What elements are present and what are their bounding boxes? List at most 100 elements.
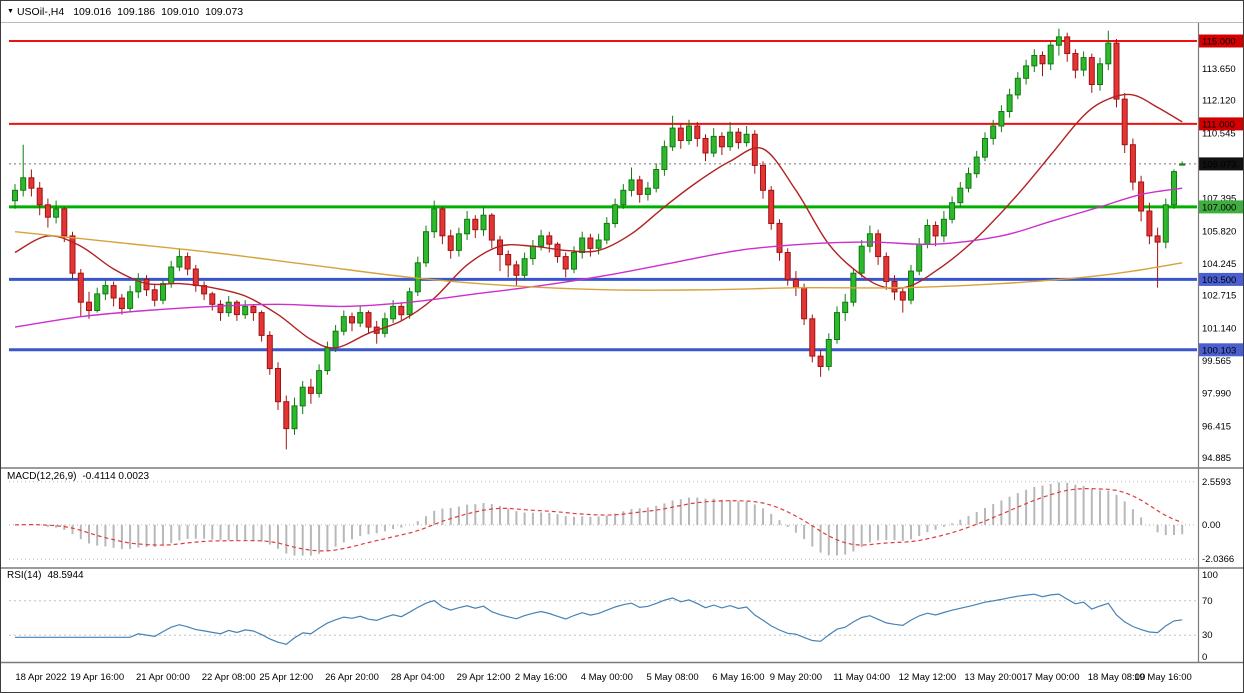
quote-close: 109.073	[205, 6, 244, 18]
rsi-name: RSI(14)	[7, 570, 42, 581]
price-badge-label: 111.000	[1202, 119, 1235, 130]
candle-body	[61, 208, 68, 237]
time-axis-label: 28 Apr 04:00	[391, 672, 445, 683]
candle-body	[603, 222, 610, 241]
candle-body	[209, 293, 216, 305]
time-axis-label: 17 May 00:00	[1022, 672, 1080, 683]
symbol-timeframe-label: USOil-,H4	[16, 6, 65, 18]
candle-body	[702, 138, 709, 154]
rsi-axis-label: 100	[1202, 570, 1218, 581]
candle-body	[1047, 44, 1054, 65]
time-axis-label: 19 Apr 16:00	[70, 672, 124, 683]
rsi-line	[15, 593, 1183, 645]
candle-body	[1088, 57, 1095, 85]
ma-line-fast[interactable]	[14, 93, 1183, 349]
macd-signal-line	[14, 488, 1183, 552]
candle-body	[102, 285, 109, 295]
candle-body	[1121, 98, 1128, 146]
chart-window-icon: ▼	[7, 8, 14, 15]
candle-body	[1039, 55, 1046, 65]
candle-body	[1171, 171, 1177, 206]
rsi-indicator-label: RSI(14) 48.5944	[7, 570, 90, 581]
candle-body	[447, 235, 454, 251]
ma-line-medium[interactable]	[14, 187, 1183, 328]
price-badge	[1198, 272, 1243, 286]
candle-body	[472, 218, 479, 231]
candle-body	[94, 293, 101, 311]
ma-line-slow[interactable]	[14, 231, 1183, 291]
candle-body	[571, 252, 577, 270]
candle-body	[628, 179, 635, 191]
time-axis-label: 21 Apr 00:00	[136, 672, 190, 683]
candle-body	[875, 233, 882, 258]
candle-body	[899, 291, 906, 301]
candle-body	[694, 125, 701, 139]
time-axis-label: 25 Apr 12:00	[259, 672, 313, 683]
candle-body	[546, 235, 553, 245]
candle-body	[36, 187, 43, 206]
candle-body	[464, 218, 471, 235]
candle-body	[307, 386, 314, 394]
candle-body	[349, 316, 355, 324]
candle-body	[932, 225, 939, 237]
price-axis[interactable]	[1198, 23, 1244, 662]
candle-body	[834, 312, 840, 341]
candle-body	[973, 156, 980, 175]
candle-body	[1154, 235, 1161, 243]
candle-body	[168, 266, 175, 285]
candle-body	[69, 235, 76, 274]
macd-axis-label: 2.5593	[1202, 477, 1231, 488]
macd-axis-label: 0.00	[1202, 520, 1221, 531]
time-axis-label: 9 May 20:00	[770, 672, 822, 683]
candle-body	[12, 189, 18, 202]
candle-body	[242, 305, 249, 316]
price-badge	[1198, 343, 1243, 357]
candle-body	[636, 179, 643, 195]
time-axis-label: 11 May 04:00	[833, 672, 890, 683]
candle-body	[595, 239, 602, 249]
candle-body	[825, 339, 832, 367]
candle-body	[381, 318, 388, 334]
candle-body	[990, 125, 997, 139]
time-axis[interactable]	[1, 663, 1244, 693]
candle-body	[316, 370, 323, 394]
time-axis-label: 2 May 16:00	[515, 672, 567, 683]
price-tick-label: 110.545	[1202, 128, 1236, 139]
candle-body	[324, 347, 331, 372]
price-badge-label: 115.000	[1202, 37, 1236, 48]
quote-low: 109.010	[161, 6, 200, 18]
candle-body	[431, 208, 438, 233]
candle-body	[488, 214, 495, 241]
candle-body	[529, 245, 536, 260]
time-axis-label: 13 May 20:00	[964, 672, 1022, 683]
rsi-axis-label: 30	[1202, 630, 1213, 641]
candle-body	[250, 305, 257, 314]
candle-body	[455, 233, 462, 251]
candle-body	[817, 355, 824, 368]
price-tick-label: 99.565	[1202, 356, 1231, 367]
time-axis-label: 12 May 12:00	[899, 672, 957, 683]
candle-body	[1064, 36, 1071, 55]
price-badge	[1198, 157, 1243, 171]
candle-body	[965, 173, 972, 189]
macd-indicator-label: MACD(12,26,9) -0.4114 0.0023	[7, 471, 155, 482]
price-badge	[1198, 200, 1243, 214]
candle-body	[661, 146, 668, 170]
candle-body	[521, 258, 528, 276]
candle-body	[1179, 163, 1186, 166]
candle-body	[940, 218, 947, 237]
candle-body	[398, 305, 405, 316]
candle-body	[1072, 53, 1079, 71]
candle-body	[562, 256, 569, 270]
candle-body	[118, 297, 125, 310]
candle-body	[1113, 42, 1120, 100]
candle-body	[423, 231, 429, 264]
candle-body	[1162, 204, 1169, 243]
candle-body	[1146, 210, 1153, 237]
time-axis-label: 29 Apr 12:00	[457, 672, 511, 683]
candle-body	[283, 401, 290, 430]
price-tick-label: 104.245	[1202, 259, 1236, 270]
candle-body	[332, 330, 339, 349]
time-axis-label: 22 Apr 08:00	[202, 672, 256, 683]
